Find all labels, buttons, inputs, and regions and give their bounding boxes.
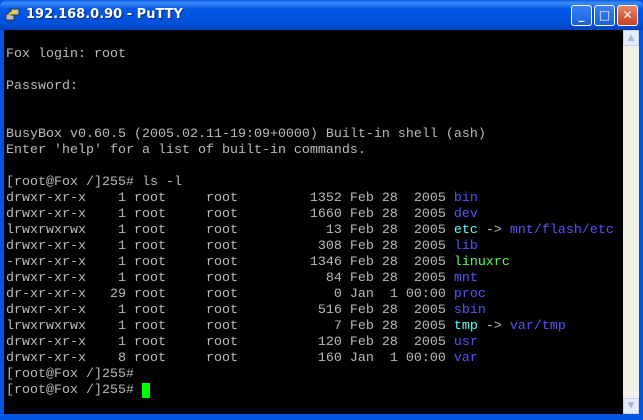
ls-entry-directory: sbin: [453, 303, 486, 318]
terminal-text: drwxr-xr-x 1 root root 516 Feb 28 2005: [6, 303, 454, 318]
terminal-area[interactable]: Fox login: root Password: BusyBox v0.60.5 …: [4, 30, 623, 414]
terminal-line: drwxr-xr-x 1 root root 1352 Feb 28 2005 …: [6, 191, 614, 207]
terminal-line: [6, 31, 614, 47]
ls-entry-directory: dev: [453, 207, 478, 222]
terminal-line: BusyBox v0.60.5 (2005.02.11-19:09+0000) …: [6, 127, 614, 143]
terminal-line: [root@Fox /]255#: [6, 383, 614, 399]
terminal-line: [root@Fox /]255# ls -l: [6, 175, 614, 191]
terminal-text: drwxr-xr-x 8 root root 160 Jan 1 00:00: [6, 351, 454, 366]
terminal-text: ->: [477, 319, 510, 334]
ls-entry-directory: proc: [453, 287, 486, 302]
putty-icon: [5, 8, 20, 21]
ls-entry-directory: usr: [453, 335, 478, 350]
terminal-text: dr-xr-xr-x 29 root root 0 Jan 1 00:00: [6, 287, 454, 302]
terminal-text: lrwxrwxrwx 1 root root 7 Feb 28 2005: [6, 319, 454, 334]
terminal-line: drwxr-xr-x 1 root root 84 Feb 28 2005 mn…: [6, 271, 614, 287]
scroll-up-arrow-icon[interactable]: ▲: [623, 30, 639, 46]
terminal-text: Enter 'help' for a list of built-in comm…: [6, 143, 366, 158]
terminal-output: Fox login: root Password: BusyBox v0.60.5 …: [6, 31, 614, 399]
terminal-line: [6, 111, 614, 127]
ls-entry-executable: linuxrc: [453, 255, 510, 270]
terminal-text: [root@Fox /]255#: [6, 383, 142, 398]
terminal-line: [6, 159, 614, 175]
terminal-text: Fox login: root: [6, 47, 126, 62]
close-button[interactable]: ✕: [617, 5, 638, 26]
maximize-button[interactable]: □: [594, 5, 615, 26]
terminal-text: BusyBox v0.60.5 (2005.02.11-19:09+0000) …: [6, 127, 486, 142]
terminal-line: lrwxrwxrwx 1 root root 7 Feb 28 2005 tmp…: [6, 319, 614, 335]
vertical-scrollbar[interactable]: ▲ ▼: [623, 30, 639, 414]
ls-entry-directory: mnt: [453, 271, 478, 286]
ls-entry-directory: var: [453, 351, 478, 366]
terminal-text: -rwxr-xr-x 1 root root 1346 Feb 28 2005: [6, 255, 454, 270]
window-title: 192.168.0.90 - PuTTY: [26, 7, 183, 22]
terminal-text: drwxr-xr-x 1 root root 1352 Feb 28 2005: [6, 191, 454, 206]
terminal-line: drwxr-xr-x 1 root root 308 Feb 28 2005 l…: [6, 239, 614, 255]
terminal-text: drwxr-xr-x 1 root root 120 Feb 28 2005: [6, 335, 454, 350]
terminal-text: ->: [477, 223, 510, 238]
terminal-cursor: [141, 383, 150, 398]
terminal-line: Enter 'help' for a list of built-in comm…: [6, 143, 614, 159]
minimize-button[interactable]: _: [571, 5, 592, 26]
ls-entry-directory: var/tmp: [509, 319, 566, 334]
scroll-down-arrow-icon[interactable]: ▼: [623, 398, 639, 414]
terminal-text: Password:: [6, 79, 78, 94]
terminal-line: [6, 63, 614, 79]
terminal-line: Password:: [6, 79, 614, 95]
ls-entry-link: tmp: [453, 319, 478, 334]
ls-entry-directory: lib: [453, 239, 478, 254]
terminal-text: [root@Fox /]255#: [6, 367, 134, 382]
terminal-line: [6, 95, 614, 111]
ls-entry-directory: bin: [453, 191, 478, 206]
terminal-line: lrwxrwxrwx 1 root root 13 Feb 28 2005 et…: [6, 223, 614, 239]
terminal-line: drwxr-xr-x 8 root root 160 Jan 1 00:00 v…: [6, 351, 614, 367]
terminal-text: drwxr-xr-x 1 root root 308 Feb 28 2005: [6, 239, 454, 254]
terminal-text: drwxr-xr-x 1 root root 84 Feb 28 2005: [6, 271, 454, 286]
terminal-text: drwxr-xr-x 1 root root 1660 Feb 28 2005: [6, 207, 454, 222]
terminal-line: drwxr-xr-x 1 root root 516 Feb 28 2005 s…: [6, 303, 614, 319]
ls-entry-link: etc: [453, 223, 478, 238]
terminal-line: drwxr-xr-x 1 root root 1660 Feb 28 2005 …: [6, 207, 614, 223]
terminal-line: dr-xr-xr-x 29 root root 0 Jan 1 00:00 pr…: [6, 287, 614, 303]
terminal-line: [root@Fox /]255#: [6, 367, 614, 383]
terminal-line: Fox login: root: [6, 47, 614, 63]
terminal-text: lrwxrwxrwx 1 root root 13 Feb 28 2005: [6, 223, 454, 238]
title-bar[interactable]: 192.168.0.90 - PuTTY _ □ ✕: [0, 0, 643, 30]
terminal-line: drwxr-xr-x 1 root root 120 Feb 28 2005 u…: [6, 335, 614, 351]
terminal-text: [root@Fox /]255# ls -l: [6, 175, 182, 190]
ls-entry-directory: mnt/flash/etc: [509, 223, 614, 238]
terminal-line: -rwxr-xr-x 1 root root 1346 Feb 28 2005 …: [6, 255, 614, 271]
